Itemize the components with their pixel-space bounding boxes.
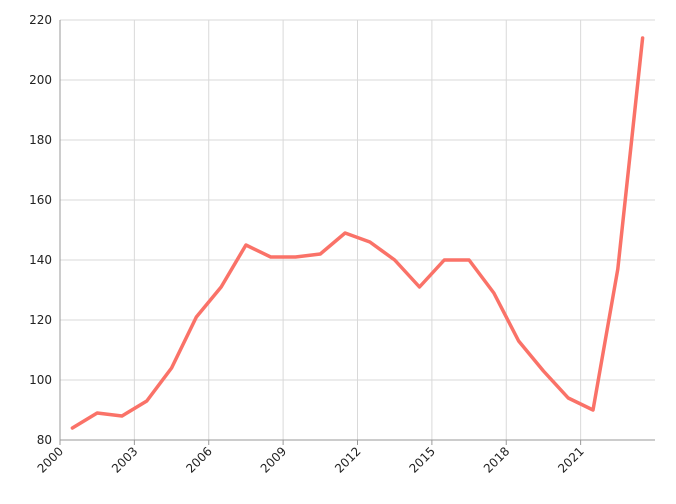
y-tick-label: 220 [29,13,52,27]
y-tick-label: 80 [37,433,52,447]
y-tick-label: 180 [29,133,52,147]
y-tick-label: 100 [29,373,52,387]
x-tick-label: 2006 [183,444,214,475]
x-tick-label: 2009 [258,444,289,475]
x-tick-label: 2015 [406,444,437,475]
y-tick-label: 120 [29,313,52,327]
x-tick-label: 2018 [481,444,512,475]
y-tick-label: 160 [29,193,52,207]
x-tick-label: 2012 [332,444,363,475]
y-tick-label: 140 [29,253,52,267]
line [70,36,645,430]
y-tick-label: 200 [29,73,52,87]
x-tick-label: 2003 [109,444,140,475]
x-tick-label: 2000 [35,444,66,475]
x-tick-label: 2021 [555,444,586,475]
